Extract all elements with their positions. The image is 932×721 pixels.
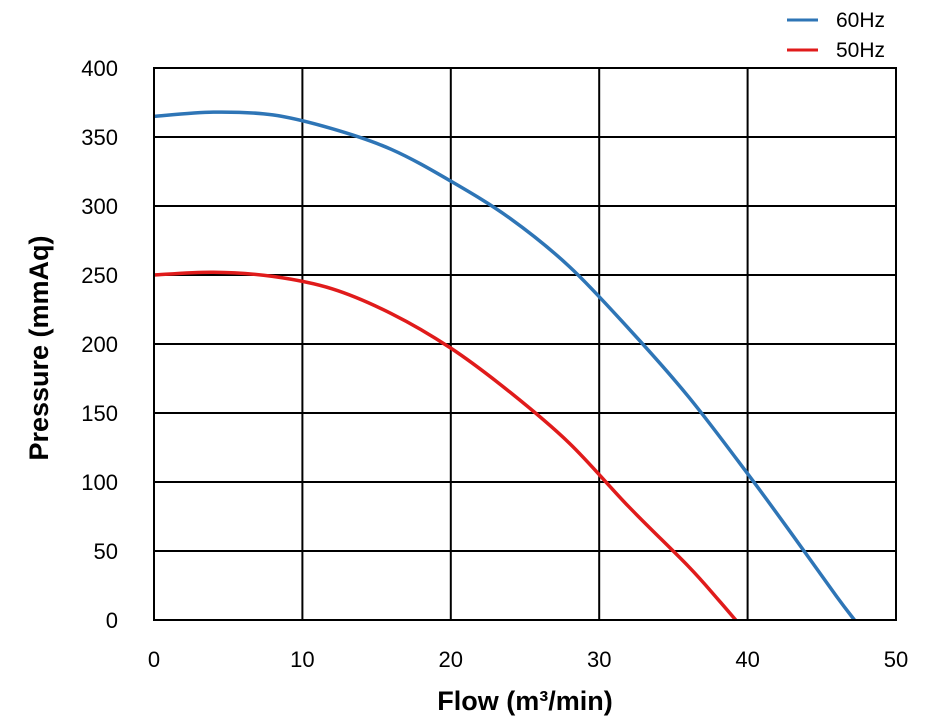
- y-tick-labels: 0 50 100 150 200 250 300 350 400: [81, 56, 118, 633]
- series-line-60hz: [153, 110, 856, 622]
- y-axis-title: Pressure (mmAq): [24, 235, 54, 460]
- x-tick-label: 0: [148, 647, 160, 672]
- x-tick-label: 40: [735, 647, 759, 672]
- y-tick-label: 200: [81, 332, 118, 357]
- y-tick-label: 400: [81, 56, 118, 81]
- x-axis-title: Flow (m³/min): [437, 686, 612, 716]
- y-tick-label: 0: [106, 608, 118, 633]
- legend-label-50hz: 50Hz: [836, 39, 885, 62]
- y-tick-label: 150: [81, 401, 118, 426]
- plot-border: [153, 67, 897, 621]
- legend: 60Hz 50Hz: [787, 9, 885, 62]
- y-tick-label: 50: [94, 539, 118, 564]
- y-tick-label: 300: [81, 194, 118, 219]
- x-tick-label: 10: [290, 647, 314, 672]
- x-tick-labels: 0 10 20 30 40 50: [148, 647, 908, 672]
- series-line-50hz: [153, 270, 738, 622]
- series-lines: [153, 110, 856, 622]
- x-tick-label: 30: [587, 647, 611, 672]
- x-tick-label: 50: [884, 647, 908, 672]
- y-tick-label: 250: [81, 263, 118, 288]
- x-tick-label: 20: [439, 647, 463, 672]
- y-tick-label: 100: [81, 470, 118, 495]
- y-tick-label: 350: [81, 125, 118, 150]
- legend-label-60hz: 60Hz: [836, 9, 885, 32]
